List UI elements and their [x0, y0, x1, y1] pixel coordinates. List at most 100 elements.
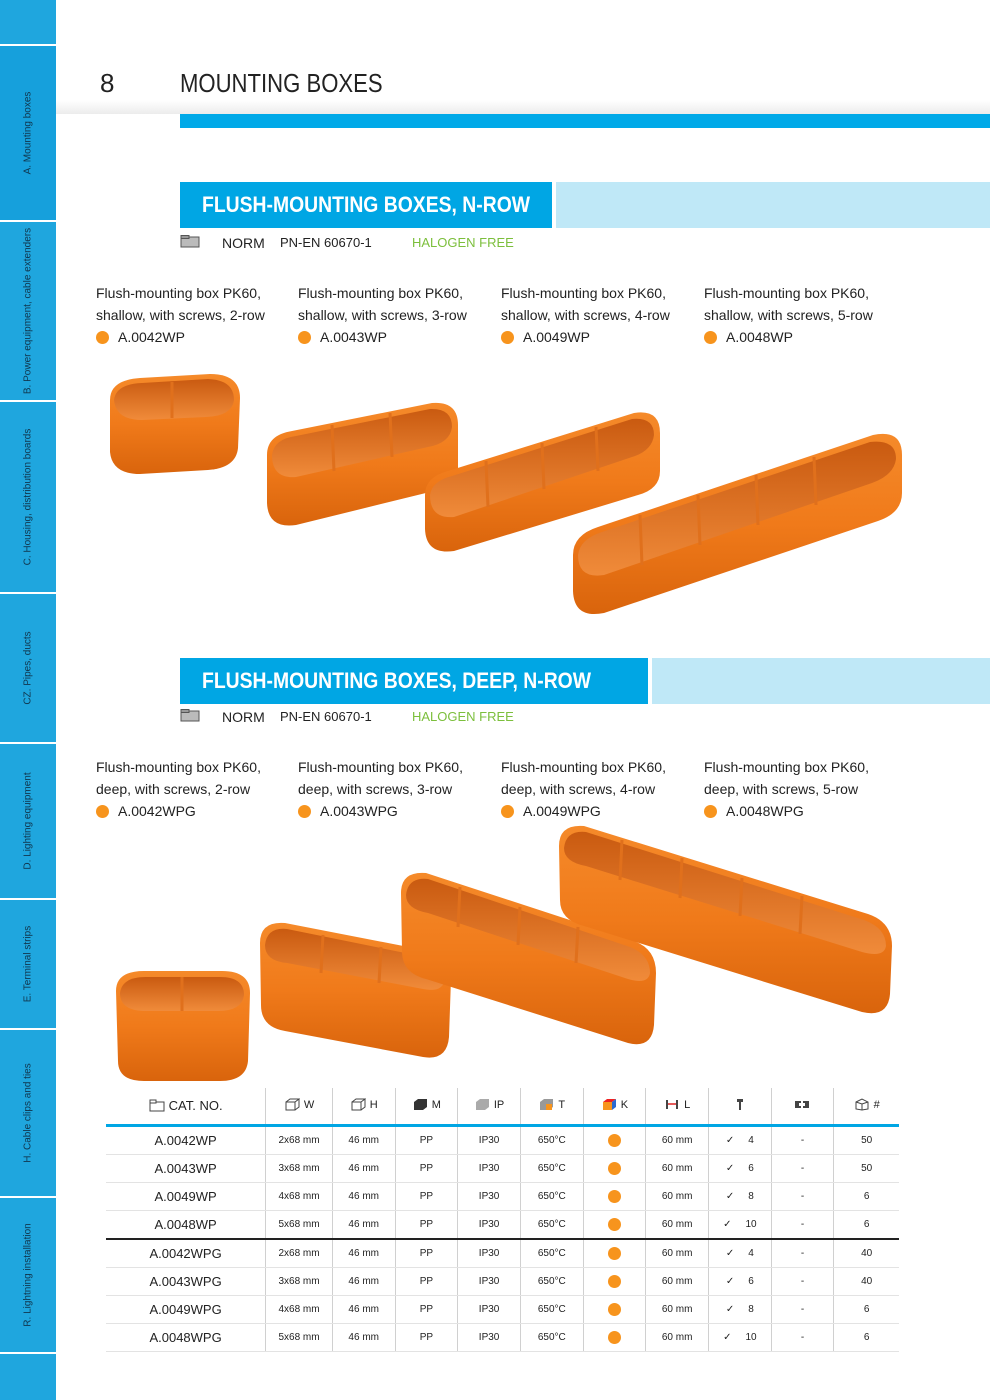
section-title-bar: FLUSH-MOUNTING BOXES, DEEP, N-ROW	[180, 658, 648, 704]
header-k: K	[620, 1098, 629, 1111]
orange-dot-icon	[607, 1190, 621, 1203]
sidebar-tab-lightning[interactable]: R. Lightning installation	[0, 1198, 56, 1354]
clip-cell: -	[770, 1295, 834, 1324]
product-description: Flush-mounting box PK60, shallow, with s…	[704, 285, 873, 323]
cat-no-cell: A.0048WPG	[106, 1323, 266, 1352]
header-ip: IP	[493, 1098, 505, 1111]
product-description: Flush-mounting box PK60, deep, with scre…	[704, 759, 869, 797]
ip-cube-icon	[475, 1099, 489, 1110]
ip-cell: IP30	[457, 1154, 521, 1183]
product-code: A.0043WPG	[320, 803, 398, 819]
length-cell: 60 mm	[645, 1323, 709, 1352]
clip-cell: -	[770, 1182, 834, 1211]
screws-count: 6	[748, 1276, 754, 1287]
screws-cell: ✓ 6	[707, 1154, 772, 1183]
screws-count: 8	[748, 1191, 754, 1202]
section-title: FLUSH-MOUNTING BOXES, N-ROW	[202, 192, 531, 217]
sidebar-tab-mounting-boxes[interactable]: A. Mounting boxes	[0, 46, 56, 222]
table-row: A.0043WP 3x68 mm 46 mm PP IP30 650°C 60 mm ✓ 6-5…	[106, 1154, 899, 1183]
ip-cell: IP30	[457, 1182, 521, 1211]
screws-cell: ✓ 10	[707, 1210, 772, 1240]
product-image-4-row-deep-box	[401, 872, 656, 1045]
section-title-bar: FLUSH-MOUNTING BOXES, N-ROW	[180, 182, 552, 228]
product-description: Flush-mounting box PK60, shallow, with s…	[298, 285, 467, 323]
screws-cell: ✓ 8	[707, 1295, 772, 1324]
material-cell: PP	[394, 1182, 458, 1211]
color-cell	[582, 1125, 646, 1155]
sidebar-tab-pipes[interactable]: CZ. Pipes, ducts	[0, 594, 56, 744]
material-cell: PP	[394, 1295, 458, 1324]
material-cell: PP	[394, 1154, 458, 1183]
product-label: Flush-mounting box PK60, deep, with scre…	[501, 756, 691, 822]
screws-cell: ✓ 8	[707, 1182, 772, 1211]
cat-no-cell: A.0042WPG	[106, 1238, 266, 1268]
product-label: Flush-mounting box PK60, shallow, with s…	[501, 282, 691, 348]
cat-no-cell: A.0049WP	[106, 1182, 266, 1211]
product-code: A.0049WPG	[523, 803, 601, 819]
cat-no-cell: A.0049WPG	[106, 1295, 266, 1324]
screws-count: 4	[748, 1135, 754, 1146]
orange-dot-icon	[96, 804, 109, 818]
screws-cell: ✓ 10	[707, 1323, 772, 1352]
color-cell	[582, 1182, 646, 1211]
header-shadow	[56, 100, 990, 114]
screws-cell: ✓ 6	[707, 1267, 772, 1296]
sidebar-tab-label: C. Housing, distribution boards	[22, 428, 34, 566]
table-header-row: CAT. NO. W H M IP T K L #	[106, 1088, 899, 1126]
product-image-5-row-box	[573, 433, 902, 615]
quantity-cell: 6	[833, 1295, 899, 1324]
cat-no-cell: A.0048WP	[106, 1210, 266, 1240]
section-title-extension	[556, 182, 990, 228]
spec-table: CAT. NO. W H M IP T K L # A.0042WP 2x68 m…	[106, 1088, 899, 1352]
norm-label: NORM	[222, 235, 265, 251]
product-code: A.0042WP	[118, 329, 185, 345]
color-cell	[582, 1154, 646, 1183]
width-cell: 2x68 mm	[265, 1125, 333, 1155]
sidebar-tab-lighting[interactable]: D. Lighting equipment	[0, 744, 56, 900]
sidebar-tab-label: B. Power equipment, cable extenders	[22, 227, 34, 395]
height-cube-icon	[351, 1098, 366, 1111]
color-cube-icon	[602, 1099, 616, 1110]
screws-count: 10	[745, 1219, 757, 1230]
length-screws-icon	[666, 1100, 679, 1109]
screws-count: 6	[748, 1163, 754, 1174]
sidebar-tab-terminal-strips[interactable]: E. Terminal strips	[0, 900, 56, 1030]
product-code: A.0049WP	[523, 329, 590, 345]
temperature-cell: 650°C	[519, 1125, 584, 1155]
halogen-free-label: HALOGEN FREE	[412, 235, 514, 250]
height-cell: 46 mm	[331, 1210, 396, 1240]
product-description: Flush-mounting box PK60, deep, with scre…	[96, 759, 261, 797]
table-row: A.0049WPG 4x68 mm 46 mm PP IP30 650°C 60 mm ✓ 8-…	[106, 1295, 899, 1324]
sidebar-tab-label: A. Mounting boxes	[22, 91, 34, 175]
header-t: T	[558, 1098, 566, 1111]
temperature-cube-icon	[540, 1099, 554, 1110]
orange-dot-icon	[607, 1218, 621, 1231]
length-cell: 60 mm	[645, 1267, 709, 1296]
norm-standard: PN-EN 60670-1	[280, 235, 372, 250]
material-cell: PP	[394, 1267, 458, 1296]
sidebar-tab-label: E. Terminal strips	[22, 925, 34, 1003]
product-description: Flush-mounting box PK60, shallow, with s…	[501, 285, 670, 323]
product-description: Flush-mounting box PK60, deep, with scre…	[298, 759, 463, 797]
clip-cell: -	[770, 1125, 834, 1155]
product-code: A.0043WP	[320, 329, 387, 345]
length-cell: 60 mm	[645, 1210, 709, 1240]
screws-count: 8	[748, 1304, 754, 1315]
quantity-cell: 6	[833, 1210, 899, 1240]
sidebar-tab-power-equipment[interactable]: B. Power equipment, cable extenders	[0, 222, 56, 402]
color-cell	[582, 1323, 646, 1352]
cat-no-cell: A.0043WPG	[106, 1267, 266, 1296]
norm-row: NORM PN-EN 60670-1 HALOGEN FREE	[180, 707, 580, 727]
width-cell: 3x68 mm	[265, 1154, 333, 1183]
norm-standard: PN-EN 60670-1	[280, 709, 372, 724]
checkmark-icon: ✓	[725, 1191, 735, 1202]
checkmark-icon: ✓	[725, 1248, 735, 1259]
ip-cell: IP30	[457, 1125, 521, 1155]
checkmark-icon: ✓	[723, 1219, 732, 1230]
norm-label: NORM	[222, 709, 265, 725]
material-cell: PP	[394, 1210, 458, 1240]
sidebar-tab-housing[interactable]: C. Housing, distribution boards	[0, 402, 56, 594]
orange-dot-icon	[607, 1247, 621, 1260]
sidebar-tab-label: H. Cable clips and ties	[22, 1063, 34, 1163]
sidebar-tab-cable-clips[interactable]: H. Cable clips and ties	[0, 1030, 56, 1198]
